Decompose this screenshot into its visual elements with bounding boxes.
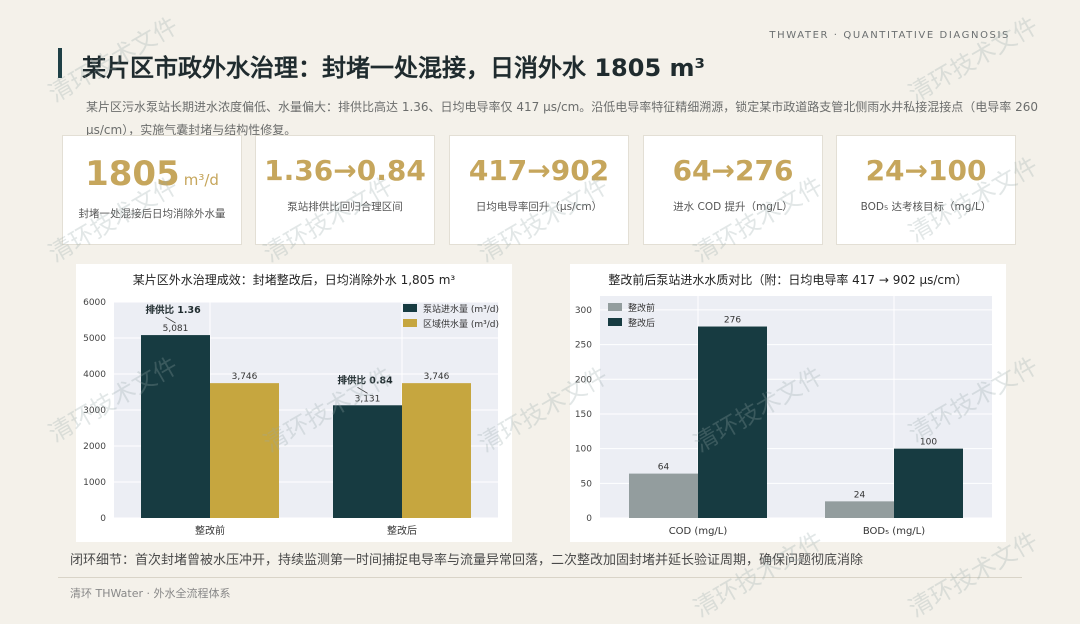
- bar-value-label: 276: [724, 316, 741, 326]
- chart-title: 整改前后泵站进水水质对比（附：日均电导率 417 → 902 μs/cm）: [608, 272, 967, 287]
- x-tick-label: 整改后: [387, 524, 417, 537]
- annotation-arrow: [357, 386, 368, 394]
- legend-swatch: [403, 304, 417, 312]
- bar-value-label: 24: [854, 490, 866, 500]
- legend-label: 整改后: [628, 317, 655, 329]
- bar-value-label: 100: [920, 438, 937, 448]
- ratio-annotation: 排供比 0.84: [338, 374, 394, 386]
- legend-swatch: [403, 319, 417, 327]
- annotation-arrow: [165, 316, 176, 324]
- kpi-value: 417→902: [468, 154, 610, 187]
- y-tick-label: 5000: [83, 334, 106, 344]
- kpi-label: 进水 COD 提升（mg/L）: [673, 201, 793, 213]
- kpi-card-bod5: 24→100 BOD₅ 达考核目标（mg/L）: [836, 135, 1016, 245]
- bar: [402, 383, 471, 518]
- bar-value-label: 3,746: [232, 372, 258, 382]
- legend-label: 整改前: [628, 302, 655, 314]
- chart-title: 某片区外水治理成效：封堵整改后，日均消除外水 1,805 m³: [133, 272, 456, 287]
- bar: [629, 473, 698, 518]
- x-tick-label: 整改前: [195, 524, 225, 537]
- footer-note: 闭环细节：首次封堵曾被水压冲开，持续监测第一时间捕捉电导率与流量异常回落，二次整…: [70, 553, 864, 568]
- watermark: 清环技术文件: [903, 11, 1043, 108]
- y-tick-label: 1000: [83, 478, 106, 488]
- y-tick-label: 150: [575, 410, 592, 420]
- kpi-card-outflow-eliminated: 1805 m³/d 封堵一处混接后日均消除外水量: [62, 135, 242, 245]
- bar: [141, 335, 210, 518]
- footer-brand: 清环 THWater · 外水全流程体系: [70, 587, 231, 600]
- bar-value-label: 64: [658, 463, 670, 473]
- bar: [825, 501, 894, 518]
- y-tick-label: 4000: [83, 370, 106, 380]
- chart-panel-water-volume: 某片区外水治理成效：封堵整改后，日均消除外水 1,805 m³ 0 1000 2000…: [76, 264, 512, 542]
- kpi-number: 1805: [85, 154, 180, 194]
- kpi-card-discharge-ratio: 1.36→0.84 泵站排供比回归合理区间: [255, 135, 435, 245]
- y-tick-label: 0: [100, 514, 106, 524]
- y-tick-label: 300: [575, 306, 592, 316]
- bar: [698, 326, 767, 518]
- kpi-value: 24→100: [865, 154, 987, 187]
- legend-label: 区域供水量 (m³/d): [423, 318, 499, 330]
- intro-paragraph: 某片区污水泵站长期进水浓度偏低、水量偏大：排供比高达 1.36、日均电导率仅 4…: [86, 100, 1039, 137]
- kpi-label: 封堵一处混接后日均消除外水量: [78, 208, 226, 220]
- y-tick-label: 3000: [83, 406, 106, 416]
- kpi-label: 日均电导率回升（μs/cm）: [475, 201, 603, 213]
- kpi-label: BOD₅ 达考核目标（mg/L）: [860, 201, 992, 213]
- brand-tagline: THWATER · QUANTITATIVE DIAGNOSIS: [769, 30, 1010, 41]
- title-accent-bar: [58, 48, 62, 78]
- y-tick-label: 100: [575, 445, 592, 455]
- y-tick-label: 6000: [83, 298, 106, 308]
- y-tick-label: 2000: [83, 442, 106, 452]
- water-volume-bar-chart: 某片区外水治理成效：封堵整改后，日均消除外水 1,805 m³ 0 1000 2000…: [83, 272, 499, 537]
- kpi-unit: m³/d: [183, 171, 219, 189]
- bar-value-label: 3,131: [355, 394, 381, 404]
- legend-swatch: [608, 318, 622, 326]
- bar-value-label: 3,746: [424, 372, 450, 382]
- x-tick-label: COD (mg/L): [669, 526, 728, 537]
- kpi-card-cod: 64→276 进水 COD 提升（mg/L）: [643, 135, 823, 245]
- legend-label: 泵站进水量 (m³/d): [423, 303, 499, 315]
- x-tick-label: BOD₅ (mg/L): [863, 526, 925, 537]
- kpi-value: 1805 m³/d: [63, 154, 241, 194]
- kpi-value: 64→276: [672, 154, 794, 187]
- bar-value-label: 5,081: [163, 324, 189, 334]
- page-title: 某片区市政外水治理：封堵一处混接，日消外水 1805 m³: [82, 54, 706, 82]
- kpi-value: 1.36→0.84: [264, 154, 426, 187]
- footer-divider: [58, 577, 1022, 578]
- kpi-label: 泵站排供比回归合理区间: [287, 201, 403, 213]
- water-quality-bar-chart: 整改前后泵站进水水质对比（附：日均电导率 417 → 902 μs/cm） 0 50…: [575, 272, 992, 537]
- bar: [210, 383, 279, 518]
- y-tick-label: 0: [586, 514, 592, 524]
- y-tick-label: 50: [581, 479, 593, 489]
- chart-panel-water-quality: 整改前后泵站进水水质对比（附：日均电导率 417 → 902 μs/cm） 0 50…: [570, 264, 1006, 542]
- y-tick-label: 200: [575, 375, 592, 385]
- y-tick-label: 250: [575, 341, 592, 351]
- ratio-annotation: 排供比 1.36: [146, 304, 202, 316]
- bar: [333, 405, 402, 518]
- kpi-card-conductivity: 417→902 日均电导率回升（μs/cm）: [449, 135, 629, 245]
- bar: [894, 448, 963, 518]
- legend-swatch: [608, 303, 622, 311]
